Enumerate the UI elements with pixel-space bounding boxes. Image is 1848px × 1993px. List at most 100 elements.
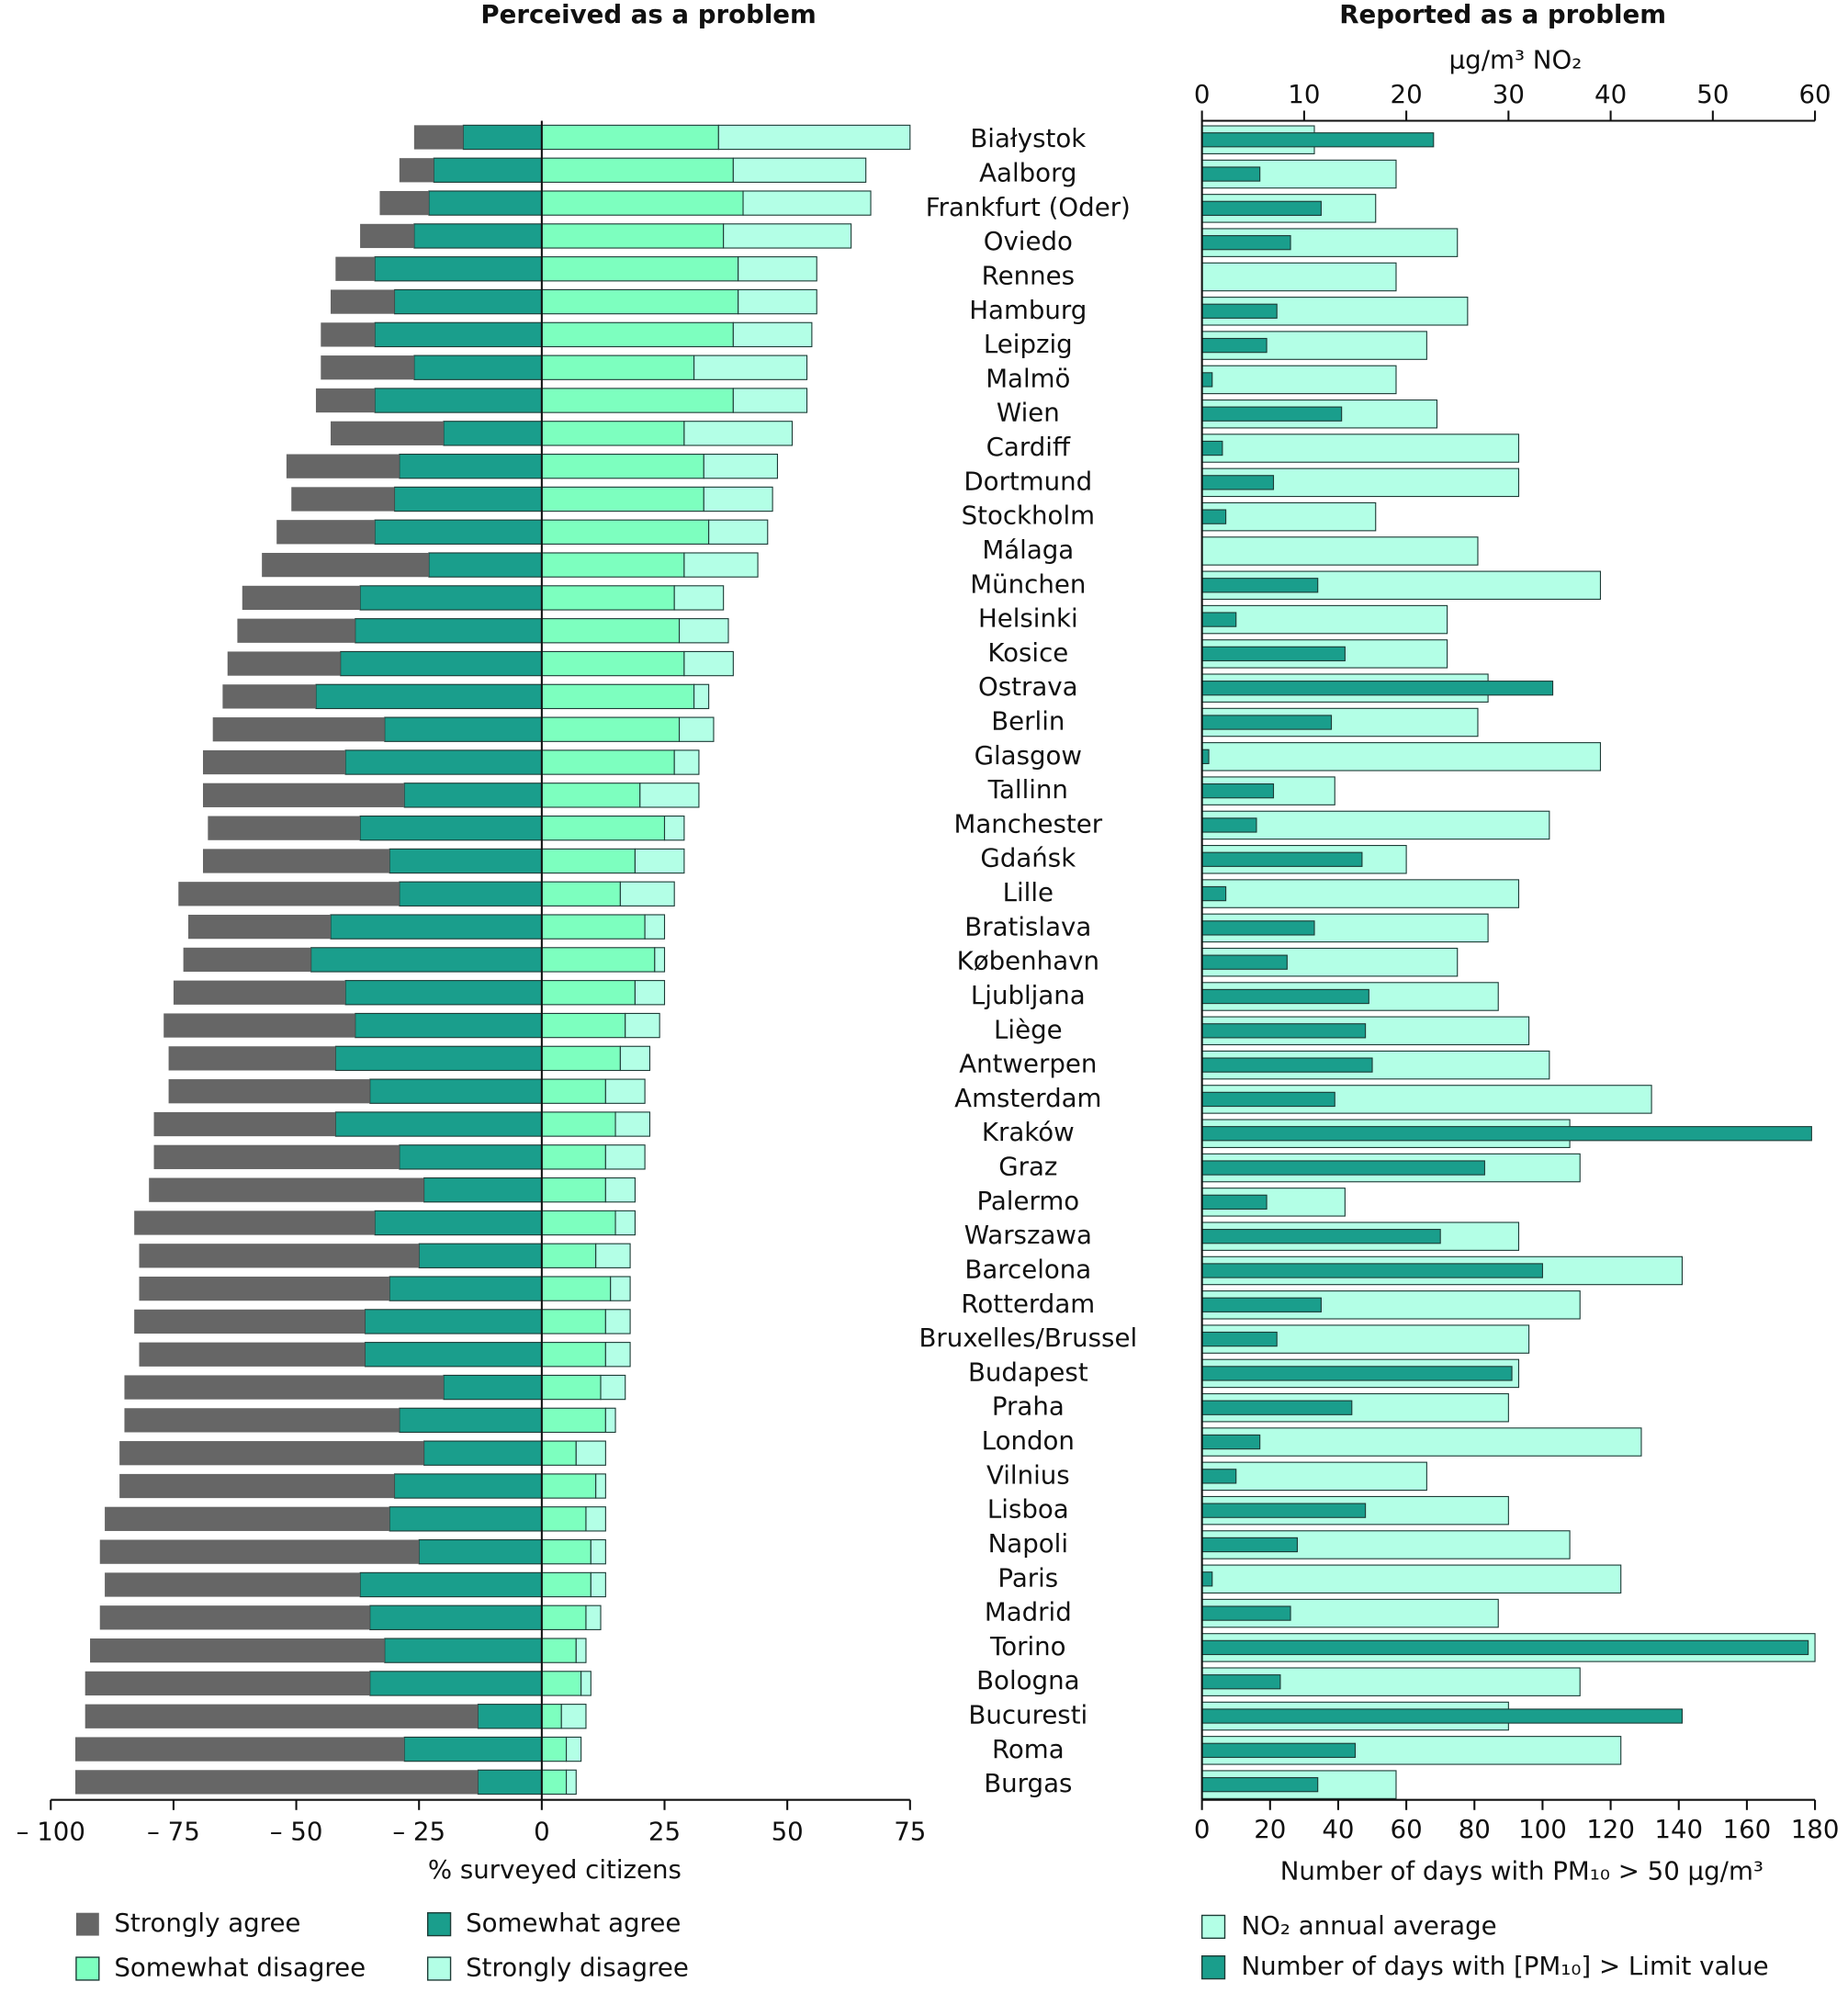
bar xyxy=(1201,578,1319,593)
bar xyxy=(1201,434,1520,463)
bar-segment xyxy=(541,1243,597,1268)
category-label: Hamburg xyxy=(969,295,1087,325)
category-label: Frankfurt (Oder) xyxy=(926,192,1131,222)
bar-segment xyxy=(717,124,911,151)
bar-segment xyxy=(693,683,710,710)
x-tick-label: 40 xyxy=(1322,1814,1354,1844)
x2-tick-label: 0 xyxy=(1194,79,1211,109)
bar-segment xyxy=(212,717,385,742)
bar-segment xyxy=(590,1571,606,1598)
bar-segment xyxy=(242,585,361,611)
bar-segment xyxy=(384,1638,543,1663)
bar-segment xyxy=(541,683,695,710)
category-label: Graz xyxy=(998,1152,1057,1182)
category-label: Stockholm xyxy=(962,501,1095,531)
x-tick-label: – 75 xyxy=(147,1817,200,1847)
bar xyxy=(1201,1469,1237,1484)
category-label: Praha xyxy=(992,1391,1065,1422)
x-tick-label: 25 xyxy=(648,1817,681,1847)
category-label: Manchester xyxy=(954,808,1103,839)
bar-segment xyxy=(360,223,414,249)
category-label: Paris xyxy=(997,1562,1058,1593)
x-tick-label: 80 xyxy=(1459,1814,1491,1844)
bar xyxy=(1201,1564,1622,1594)
bar-segment xyxy=(541,1374,602,1401)
bar-segment xyxy=(291,487,395,512)
bar-segment xyxy=(105,1506,390,1531)
bar-segment xyxy=(575,1638,587,1663)
bar-segment xyxy=(374,321,543,348)
bar xyxy=(1201,1057,1373,1073)
bar xyxy=(1201,1776,1319,1793)
bar-segment xyxy=(644,914,666,940)
bar-segment xyxy=(418,1243,543,1268)
category-label: Aalborg xyxy=(979,158,1076,188)
bar-segment xyxy=(541,1769,568,1796)
bar xyxy=(1201,1434,1261,1450)
bar-segment xyxy=(168,1079,370,1104)
x2-tick-label: 40 xyxy=(1594,79,1627,109)
bar-segment xyxy=(639,783,700,808)
bar-segment xyxy=(703,486,773,512)
category-label: Wien xyxy=(997,398,1060,428)
bar-segment xyxy=(183,947,311,973)
bar-segment xyxy=(423,1440,543,1466)
category-label: Roma xyxy=(992,1734,1065,1764)
x-tick-label: 180 xyxy=(1791,1814,1840,1844)
bar-segment xyxy=(541,124,719,151)
bar-segment xyxy=(413,223,543,249)
bar xyxy=(1201,1263,1543,1278)
bar-segment xyxy=(369,1605,543,1630)
bar xyxy=(1201,879,1520,908)
bar-segment xyxy=(619,881,675,906)
bar-segment xyxy=(105,1572,361,1597)
bar-segment xyxy=(389,848,543,874)
bar-segment xyxy=(163,1013,355,1038)
bar-segment xyxy=(541,1736,568,1762)
bar-segment xyxy=(580,1671,592,1696)
bar-segment xyxy=(359,815,543,841)
bar xyxy=(1201,1674,1281,1690)
category-label: Tallinn xyxy=(987,774,1068,805)
category-label: Leipzig xyxy=(984,329,1073,359)
bar-segment xyxy=(541,1342,606,1368)
bar-segment xyxy=(541,1506,587,1532)
bar-segment xyxy=(462,124,543,151)
category-label: Liège xyxy=(994,1014,1063,1044)
x-tick-label: 0 xyxy=(1194,1814,1211,1844)
bar-segment xyxy=(541,914,646,940)
bar-segment xyxy=(732,321,813,348)
bar-segment xyxy=(604,1407,616,1434)
bar xyxy=(1201,536,1479,566)
category-label: Warszawa xyxy=(964,1220,1092,1250)
bar xyxy=(1201,612,1237,627)
bar-segment xyxy=(374,388,543,413)
category-label: Dortmund xyxy=(963,466,1092,496)
bar-segment xyxy=(678,618,729,644)
bar-segment xyxy=(153,1144,400,1169)
bar-segment xyxy=(541,157,734,183)
category-label: Vilnius xyxy=(986,1459,1070,1490)
bar-segment xyxy=(683,421,794,446)
bar-segment xyxy=(75,1770,479,1795)
bar-segment xyxy=(399,1144,543,1170)
bar-segment xyxy=(541,1144,606,1170)
bar-segment xyxy=(286,454,400,479)
bar xyxy=(1201,1571,1213,1587)
category-label: Palermo xyxy=(976,1186,1079,1216)
bar-segment xyxy=(344,749,543,775)
bar-segment xyxy=(344,980,543,1006)
bar-segment xyxy=(703,453,779,479)
bar-segment xyxy=(541,453,704,479)
category-label: Bratislava xyxy=(964,911,1091,941)
bar-segment xyxy=(541,1473,597,1499)
bar xyxy=(1201,646,1346,662)
bar-segment xyxy=(585,1605,602,1630)
category-label: Budapest xyxy=(968,1357,1088,1387)
bar-segment xyxy=(374,256,543,282)
bar-segment xyxy=(541,716,681,742)
bar-segment xyxy=(541,650,685,677)
category-label: Gdańsk xyxy=(980,843,1076,873)
category-label: København xyxy=(957,946,1099,976)
bar-segment xyxy=(99,1539,420,1564)
